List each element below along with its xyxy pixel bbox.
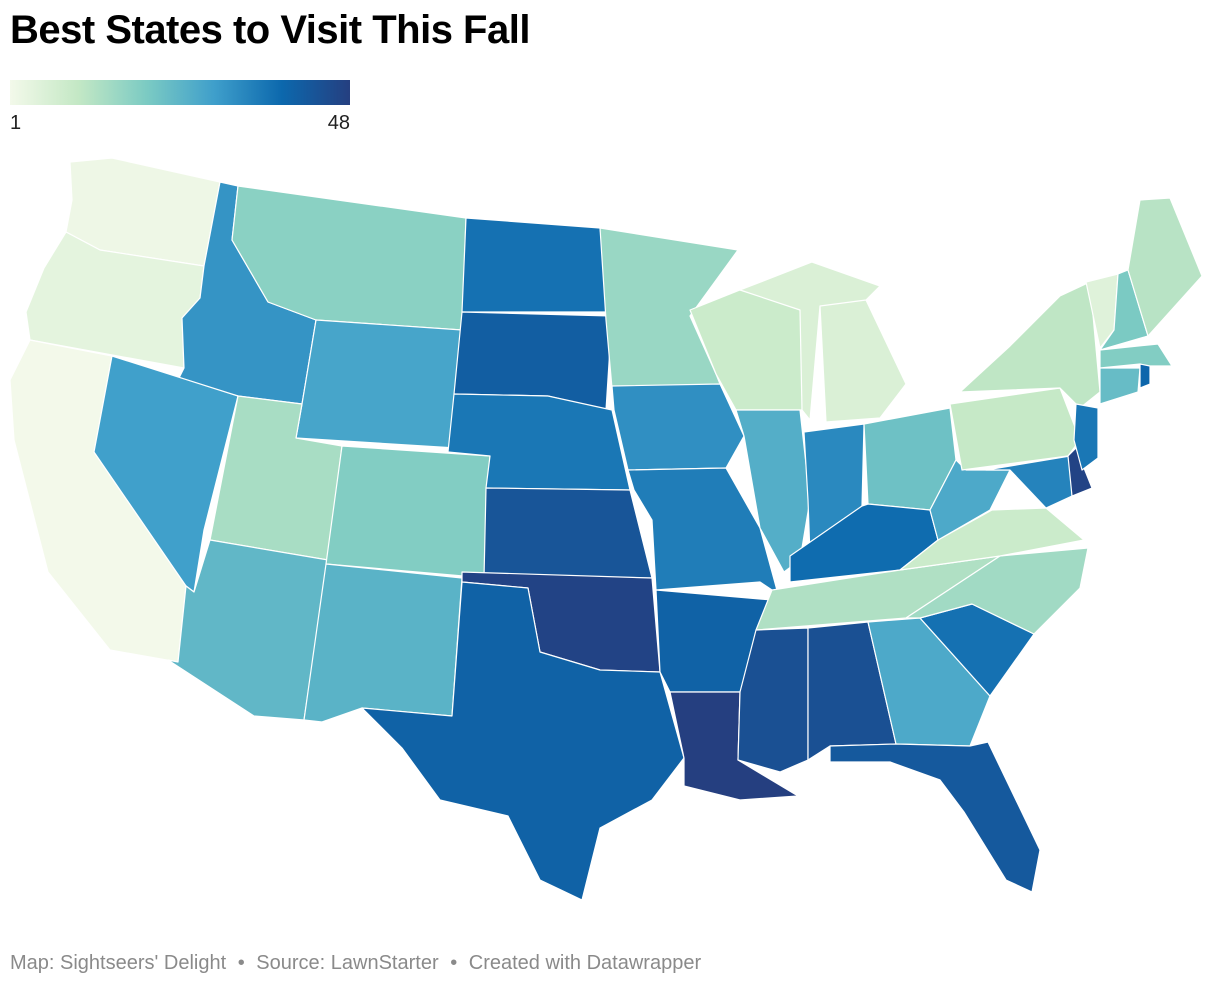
state-ma[interactable] — [1099, 343, 1173, 369]
state-md[interactable] — [985, 455, 1073, 509]
footer-separator: • — [237, 952, 245, 974]
legend-max-label: 48 — [327, 112, 350, 134]
state-ia[interactable] — [611, 383, 745, 471]
state-ri[interactable] — [1139, 363, 1151, 389]
legend-min-label: 1 — [10, 112, 22, 134]
state-ks[interactable] — [483, 487, 653, 579]
state-nc[interactable] — [905, 547, 1089, 635]
state-ga[interactable] — [867, 617, 991, 747]
state-mi[interactable] — [739, 261, 907, 423]
state-co[interactable] — [325, 445, 491, 579]
source-credit: Source: LawnStarter — [256, 952, 439, 974]
state-pa[interactable] — [949, 387, 1081, 471]
footer-separator: • — [450, 952, 458, 974]
chart-title: Best States to Visit This Fall — [10, 8, 530, 52]
state-me[interactable] — [1127, 197, 1203, 337]
color-legend: 1 48 — [10, 80, 350, 136]
map-credit: Map: Sightseers' Delight — [10, 952, 227, 974]
state-ct[interactable] — [1099, 367, 1141, 405]
state-nh[interactable] — [1099, 269, 1149, 351]
us-choropleth-map — [9, 157, 1203, 901]
state-tx[interactable] — [361, 581, 685, 901]
state-fl[interactable] — [829, 741, 1041, 893]
datawrapper-credit: Created with Datawrapper — [468, 952, 702, 974]
legend-gradient-bar — [10, 80, 350, 105]
state-mo[interactable] — [627, 467, 779, 595]
footer-credits: Map: Sightseers' Delight • Source: LawnS… — [10, 952, 701, 975]
state-nd[interactable] — [461, 217, 613, 313]
state-nm[interactable] — [303, 563, 463, 723]
state-wy[interactable] — [295, 319, 463, 449]
state-ny[interactable] — [959, 281, 1101, 409]
state-nj[interactable] — [1073, 403, 1099, 471]
state-de[interactable] — [1067, 447, 1093, 497]
